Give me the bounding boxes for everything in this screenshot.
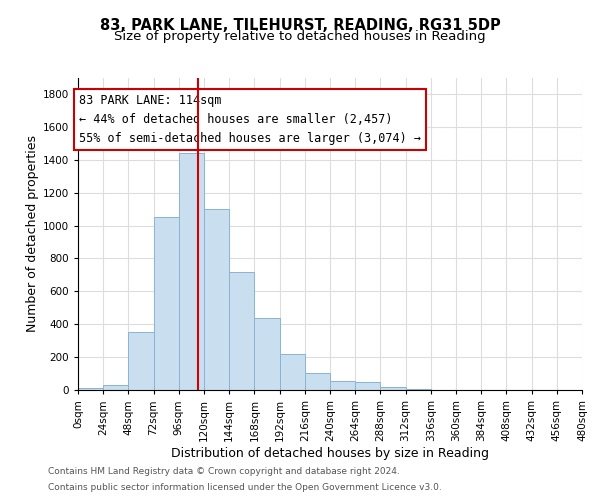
Bar bbox=[128, 332, 154, 390]
Bar bbox=[204, 209, 229, 390]
Bar bbox=[254, 318, 280, 390]
Text: 83 PARK LANE: 114sqm
← 44% of detached houses are smaller (2,457)
55% of semi-de: 83 PARK LANE: 114sqm ← 44% of detached h… bbox=[79, 94, 421, 145]
Text: Size of property relative to detached houses in Reading: Size of property relative to detached ho… bbox=[114, 30, 486, 43]
X-axis label: Distribution of detached houses by size in Reading: Distribution of detached houses by size … bbox=[171, 446, 489, 460]
Bar bbox=[154, 218, 179, 390]
Bar bbox=[330, 381, 355, 390]
Y-axis label: Number of detached properties: Number of detached properties bbox=[26, 135, 38, 332]
Text: Contains public sector information licensed under the Open Government Licence v3: Contains public sector information licen… bbox=[48, 483, 442, 492]
Bar bbox=[103, 385, 128, 390]
Text: Contains HM Land Registry data © Crown copyright and database right 2024.: Contains HM Land Registry data © Crown c… bbox=[48, 467, 400, 476]
Bar bbox=[355, 382, 380, 390]
Text: 83, PARK LANE, TILEHURST, READING, RG31 5DP: 83, PARK LANE, TILEHURST, READING, RG31 … bbox=[100, 18, 500, 32]
Bar bbox=[78, 388, 103, 390]
Bar bbox=[380, 387, 406, 390]
Bar bbox=[406, 389, 431, 390]
Bar bbox=[229, 272, 254, 390]
Bar bbox=[305, 372, 330, 390]
Bar bbox=[179, 153, 204, 390]
Bar bbox=[280, 354, 305, 390]
